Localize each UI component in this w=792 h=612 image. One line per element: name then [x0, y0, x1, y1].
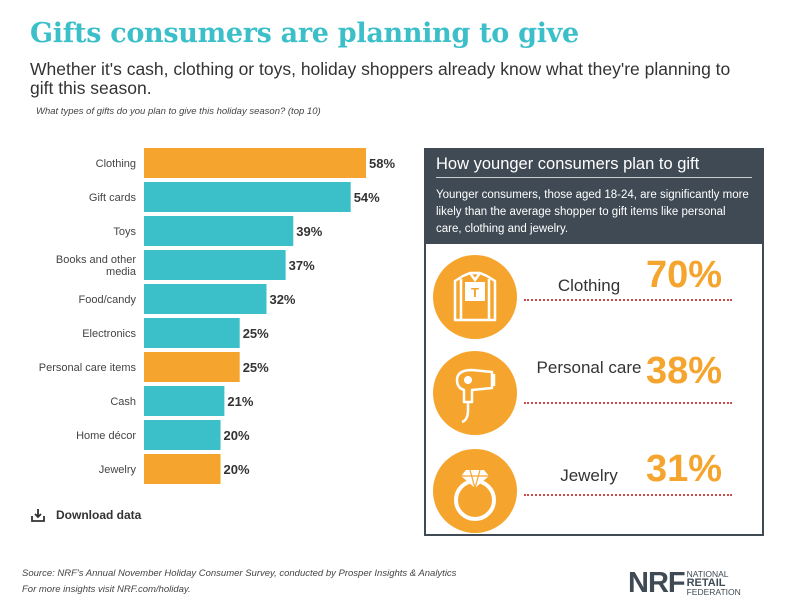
- category-label: Personal care items: [39, 362, 137, 374]
- gifts-bar-chart: 58% Clothing 54% Gift cards 39% Toys 37% Books …: [39, 148, 395, 484]
- panel-item-value: 70%: [646, 254, 723, 296]
- panel-item-label: Jewelry: [560, 466, 618, 485]
- page-title: Gifts consumers are planning to give: [30, 18, 579, 49]
- bar-value-label: 21%: [227, 394, 253, 409]
- bar-value-label: 20%: [224, 462, 250, 477]
- bar-value-label: 37%: [289, 258, 315, 273]
- page-subtitle: Whether it's cash, clothing or toys, hol…: [30, 59, 731, 98]
- bar-value-label: 25%: [243, 326, 269, 341]
- category-label: Jewelry: [99, 464, 137, 476]
- category-label: Electronics: [82, 328, 136, 340]
- nrf-logo-mark: NRF: [628, 567, 686, 599]
- bar: [144, 352, 240, 382]
- panel-description: Younger consumers, those aged 18-24, are…: [436, 189, 749, 235]
- category-label: Gift cards: [89, 192, 137, 204]
- hair-dryer-icon: [433, 351, 517, 435]
- survey-question: What types of gifts do you plan to give …: [36, 106, 321, 117]
- shirt-icon: T: [433, 255, 517, 339]
- bar: [144, 216, 294, 246]
- panel-item-value: 31%: [646, 448, 723, 490]
- download-icon: [31, 509, 45, 522]
- dotted-divider: [524, 402, 732, 404]
- category-label: Food/candy: [79, 294, 137, 306]
- bar: [144, 386, 225, 416]
- category-label: Home décor: [76, 430, 136, 442]
- category-label: Clothing: [96, 158, 136, 170]
- more-insights-text: For more insights visit NRF.com/holiday.: [22, 584, 191, 595]
- younger-consumers-panel: How younger consumers plan to gift Young…: [424, 148, 764, 536]
- bar-value-label: 54%: [354, 190, 380, 205]
- download-data-label: Download data: [56, 508, 142, 522]
- dotted-divider: [524, 494, 732, 496]
- ring-icon: [433, 449, 517, 533]
- shirt-icon-letter: T: [471, 285, 479, 300]
- panel-row-personal-care: Personal care 38%: [426, 344, 762, 444]
- bar: [144, 182, 351, 212]
- nrf-logo: NRF NATIONAL RETAIL FEDERATION: [628, 567, 741, 600]
- category-label: Toys: [113, 226, 136, 238]
- category-label: Cash: [110, 396, 136, 408]
- panel-row-jewelry: Jewelry 31%: [426, 442, 762, 542]
- panel-row-clothing: T Clothing 70%: [426, 248, 762, 348]
- bar-value-label: 25%: [243, 360, 269, 375]
- bar-value-label: 39%: [296, 224, 322, 239]
- bar-value-label: 58%: [369, 156, 395, 171]
- panel-title: How younger consumers plan to gift: [436, 150, 752, 178]
- source-note: Source: NRF's Annual November Holiday Co…: [22, 566, 456, 598]
- source-text: Source: NRF's Annual November Holiday Co…: [22, 568, 457, 579]
- nrf-logo-name: NATIONAL RETAIL FEDERATION: [687, 570, 741, 597]
- dotted-divider: [524, 299, 732, 301]
- panel-item-label: Personal care: [536, 358, 642, 377]
- bar-value-label: 20%: [224, 428, 250, 443]
- bar: [144, 148, 366, 178]
- panel-item-value: 38%: [646, 350, 723, 392]
- nrf-logo-line2: RETAIL: [686, 577, 726, 589]
- panel-item-label: Clothing: [557, 276, 621, 295]
- category-label: Books and other media: [56, 254, 137, 278]
- bar: [144, 250, 286, 280]
- download-data-button[interactable]: Download data: [30, 507, 141, 523]
- bar: [144, 454, 221, 484]
- bar: [144, 420, 221, 450]
- bar-value-label: 32%: [269, 292, 295, 307]
- bar: [144, 284, 267, 314]
- bar: [144, 318, 240, 348]
- panel-header: How younger consumers plan to gift Young…: [426, 150, 762, 244]
- nrf-logo-line3: FEDERATION: [686, 587, 741, 597]
- nrf-logo-line1: NATIONAL: [686, 569, 729, 579]
